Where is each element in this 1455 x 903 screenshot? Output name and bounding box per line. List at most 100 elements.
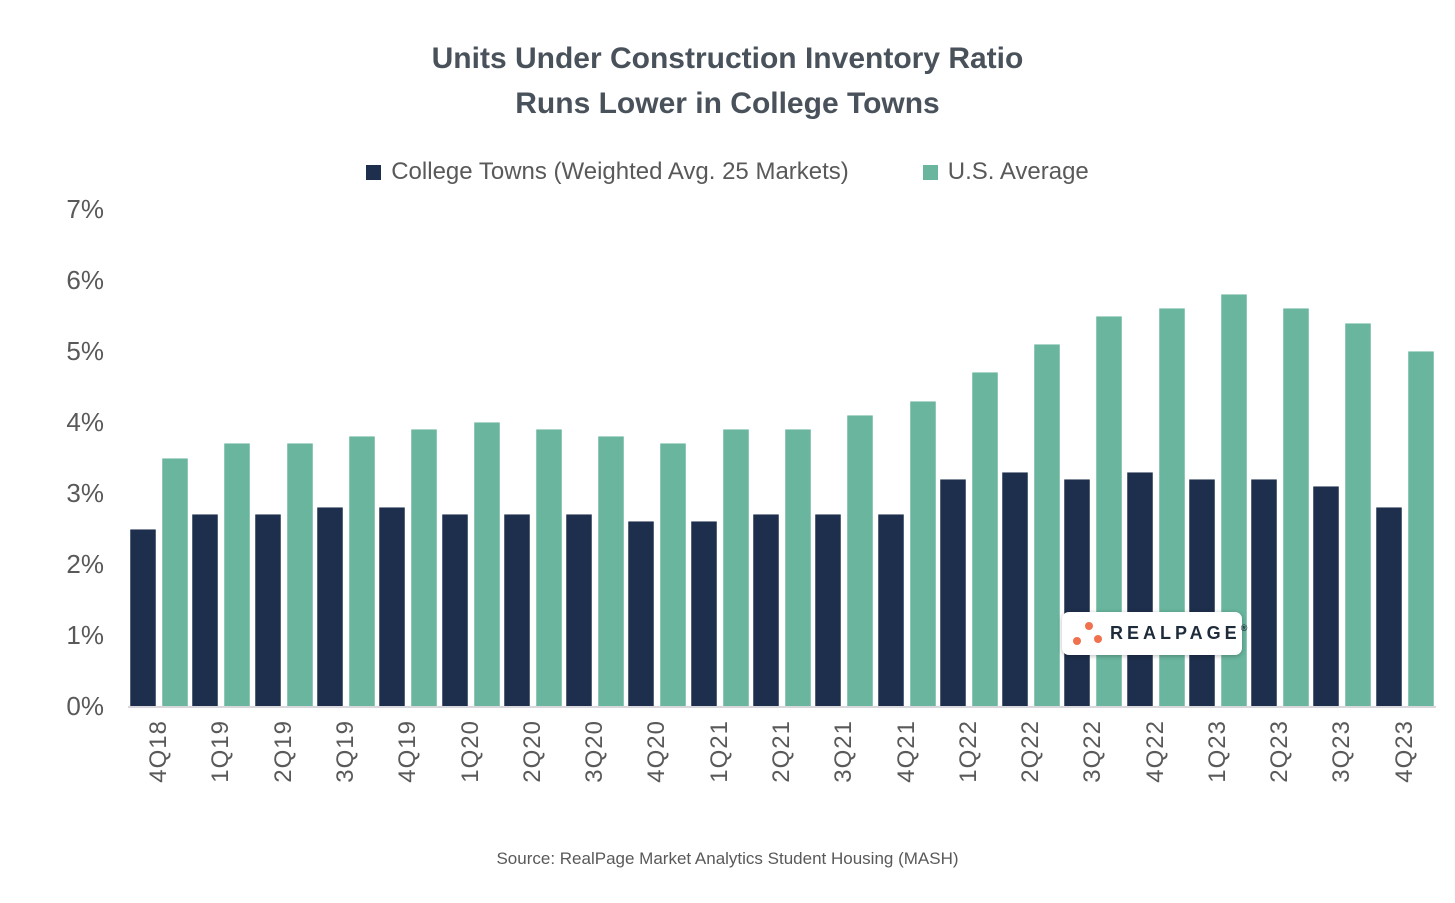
bar-college-towns [1313, 485, 1340, 706]
x-axis-label: 3Q22 [1079, 720, 1107, 783]
y-axis-label: 5% [66, 336, 104, 366]
bar-college-towns [877, 514, 904, 706]
bar-group-2q21 [751, 209, 813, 706]
x-axis-label: 3Q20 [581, 720, 609, 783]
bar-college-towns [1126, 471, 1153, 706]
x-axis-label: 4Q19 [394, 720, 422, 783]
bar-group-2q22 [1000, 209, 1062, 706]
y-axis-label: 1% [66, 620, 104, 650]
x-axis-label: 3Q23 [1328, 720, 1356, 783]
x-axis-label: 4Q21 [892, 720, 920, 783]
chart-title: Units Under Construction Inventory Ratio… [0, 36, 1455, 126]
trademark-symbol: ® [1240, 623, 1248, 633]
bar-college-towns [566, 514, 593, 706]
legend-item-us-average: U.S. Average [922, 158, 1089, 186]
y-axis-label: 7% [66, 194, 104, 224]
bar-group-1q20 [439, 209, 501, 706]
bar-college-towns [939, 478, 966, 706]
x-axis-label: 2Q20 [518, 720, 546, 783]
bar-us-average [473, 422, 500, 706]
bar-college-towns [130, 528, 157, 706]
y-axis-label: 6% [66, 265, 104, 295]
y-axis-label: 3% [66, 478, 104, 508]
bar-us-average [535, 429, 562, 706]
x-axis-label: 2Q19 [269, 720, 297, 783]
bar-group-4q20 [626, 209, 688, 706]
x-axis-label: 1Q19 [207, 720, 235, 783]
chart-title-line1: Units Under Construction Inventory Ratio [431, 42, 1024, 75]
bar-college-towns [1002, 471, 1029, 706]
bar-us-average [348, 436, 375, 706]
bar-college-towns [503, 514, 530, 706]
bar-college-towns [379, 507, 406, 706]
bar-group-1q23 [1187, 209, 1249, 706]
bar-group-1q22 [938, 209, 1000, 706]
bar-us-average [411, 429, 438, 706]
x-axis-label: 1Q23 [1203, 720, 1231, 783]
bar-group-4q23 [1374, 209, 1436, 706]
bar-group-2q23 [1249, 209, 1311, 706]
x-axis-label: 1Q20 [456, 720, 484, 783]
realpage-logo-dots-icon [1072, 621, 1102, 647]
legend-swatch-college-towns [366, 164, 382, 180]
bar-us-average [286, 443, 313, 706]
bar-us-average [971, 372, 998, 706]
x-axis-label: 2Q21 [767, 720, 795, 783]
x-axis-label: 4Q23 [1390, 720, 1418, 783]
bar-us-average [162, 457, 189, 706]
bar-college-towns [441, 514, 468, 706]
bar-group-3q19 [315, 209, 377, 706]
x-axis: 4Q18 1Q19 2Q19 3Q19 4Q19 1Q20 2Q20 3Q20 4Q20 1Q21… [128, 720, 1436, 830]
bar-us-average [1034, 343, 1061, 706]
y-axis-label: 0% [66, 691, 104, 721]
bar-group-4q19 [377, 209, 439, 706]
chart-title-line2: Runs Lower in College Towns [515, 87, 940, 120]
source-note: Source: RealPage Market Analytics Studen… [496, 849, 959, 868]
bar-us-average [847, 414, 874, 706]
bar-group-4q21 [875, 209, 937, 706]
legend-swatch-us-average [922, 164, 938, 180]
x-axis-label: 1Q21 [705, 720, 733, 783]
bar-us-average [598, 436, 625, 706]
bar-group-2q19 [253, 209, 315, 706]
bar-us-average [660, 443, 687, 706]
bar-us-average [909, 400, 936, 706]
bar-college-towns [192, 514, 219, 706]
bar-us-average [1345, 322, 1372, 706]
bar-us-average [722, 429, 749, 706]
bar-group-3q23 [1311, 209, 1373, 706]
realpage-logo-text: REALPAGE® [1110, 623, 1248, 643]
bar-group-1q19 [190, 209, 252, 706]
x-axis-label: 2Q22 [1017, 720, 1045, 783]
bar-group-4q18 [128, 209, 190, 706]
y-axis-label: 4% [66, 407, 104, 437]
legend-item-college-towns: College Towns (Weighted Avg. 25 Markets) [366, 158, 849, 186]
bar-college-towns [1188, 478, 1215, 706]
legend: College Towns (Weighted Avg. 25 Markets)… [0, 158, 1455, 186]
x-axis-label: 4Q18 [145, 720, 173, 783]
x-axis-label: 2Q23 [1266, 720, 1294, 783]
bar-college-towns [254, 514, 281, 706]
bar-us-average [224, 443, 251, 706]
y-axis-label: 2% [66, 549, 104, 579]
bar-college-towns [752, 514, 779, 706]
bar-group-3q21 [813, 209, 875, 706]
legend-label-college-towns: College Towns (Weighted Avg. 25 Markets) [391, 158, 849, 185]
x-axis-label: 4Q22 [1141, 720, 1169, 783]
bar-college-towns [815, 514, 842, 706]
bar-college-towns [628, 521, 655, 706]
x-axis-label: 3Q19 [331, 720, 359, 783]
realpage-logo: REALPAGE® [1062, 612, 1247, 655]
bar-us-average [1283, 308, 1310, 706]
x-axis-label: 4Q20 [643, 720, 671, 783]
bar-group-3q20 [564, 209, 626, 706]
bar-us-average [1407, 351, 1434, 706]
bar-college-towns [1251, 478, 1278, 706]
bar-college-towns [1375, 507, 1402, 706]
x-axis-label: 1Q22 [954, 720, 982, 783]
legend-label-us-average: U.S. Average [947, 158, 1089, 185]
bar-group-1q21 [689, 209, 751, 706]
bar-us-average [784, 429, 811, 706]
bar-college-towns [690, 521, 717, 706]
